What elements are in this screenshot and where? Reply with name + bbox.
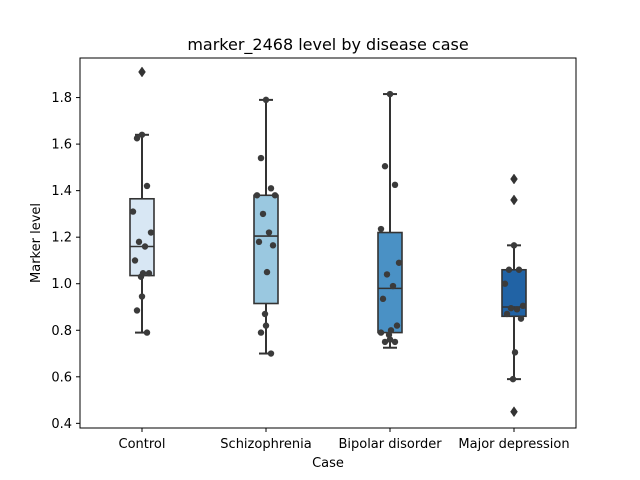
swarm-4 [501, 242, 527, 383]
data-point [386, 336, 394, 343]
y-tick-label: 0.8 [51, 324, 72, 339]
data-point [133, 307, 141, 314]
y-tick-label: 1.8 [51, 91, 72, 106]
data-point [267, 185, 275, 192]
y-tick-label: 0.4 [51, 417, 72, 432]
iqr-box [377, 231, 403, 334]
data-point [517, 315, 525, 322]
swarm-1 [129, 131, 155, 336]
data-point [141, 243, 149, 250]
data-point [257, 329, 265, 336]
data-point [395, 259, 403, 266]
data-point [391, 338, 399, 346]
data-point [509, 375, 517, 383]
data-point [505, 266, 513, 273]
x-axis: Control Schizophrenia Bipolar disorder Majo… [119, 428, 570, 452]
data-point [147, 229, 155, 236]
data-point [262, 96, 270, 104]
data-point [503, 310, 511, 318]
data-point [389, 282, 397, 290]
x-tick-label: Schizophrenia [220, 437, 311, 452]
data-point [137, 273, 145, 280]
data-point [377, 225, 385, 233]
x-axis-label: Case [312, 456, 344, 471]
swarm-2 [253, 96, 279, 357]
y-tick-label: 1.4 [51, 184, 72, 199]
data-point [253, 192, 261, 199]
data-point [262, 322, 270, 329]
x-tick-label: Major depression [458, 437, 569, 452]
data-point [271, 192, 279, 199]
data-point [263, 268, 271, 276]
data-point [381, 163, 389, 170]
box-3 [377, 93, 403, 349]
data-point [379, 295, 387, 303]
points-layer [129, 90, 527, 383]
data-point [269, 242, 277, 249]
data-point [135, 238, 143, 246]
data-point [377, 329, 385, 336]
data-point [391, 181, 399, 189]
data-point [510, 242, 518, 249]
data-point [267, 350, 275, 357]
outlier-marker [510, 173, 518, 185]
data-point [511, 349, 519, 356]
data-point [138, 131, 146, 138]
data-point [131, 257, 139, 264]
data-point [255, 238, 263, 246]
data-point [129, 208, 137, 215]
x-tick-label: Bipolar disorder [338, 437, 442, 452]
y-axis: 0.4 0.6 0.8 1.0 1.2 1.4 1.6 1.8 [51, 91, 80, 432]
data-point [501, 280, 509, 287]
data-point [513, 306, 521, 313]
outlier-marker [138, 66, 146, 78]
data-point [143, 182, 151, 190]
data-point [138, 293, 146, 300]
y-axis-label: Marker level [29, 203, 44, 283]
outlier-marker [510, 194, 518, 206]
data-point [259, 210, 267, 218]
plot-area [80, 58, 576, 428]
y-tick-label: 1.2 [51, 231, 72, 246]
data-point [507, 304, 515, 312]
data-point [265, 229, 273, 236]
data-point [386, 90, 394, 98]
data-point [145, 270, 153, 277]
data-point [133, 135, 141, 142]
data-point [381, 338, 389, 346]
y-tick-label: 1.0 [51, 277, 72, 292]
data-point [261, 310, 269, 318]
data-point [143, 329, 151, 336]
data-point [519, 302, 527, 310]
data-point [515, 266, 523, 273]
data-point [393, 322, 401, 329]
data-point [383, 271, 391, 278]
swarm-3 [377, 90, 403, 346]
chart-title: marker_2468 level by disease case [187, 35, 468, 55]
x-tick-label: Control [119, 437, 166, 452]
outlier-marker [510, 406, 518, 418]
y-tick-label: 0.6 [51, 370, 72, 385]
plot-frame [79, 57, 577, 429]
iqr-box [253, 194, 279, 305]
data-point [257, 154, 265, 162]
y-tick-label: 1.6 [51, 138, 72, 153]
